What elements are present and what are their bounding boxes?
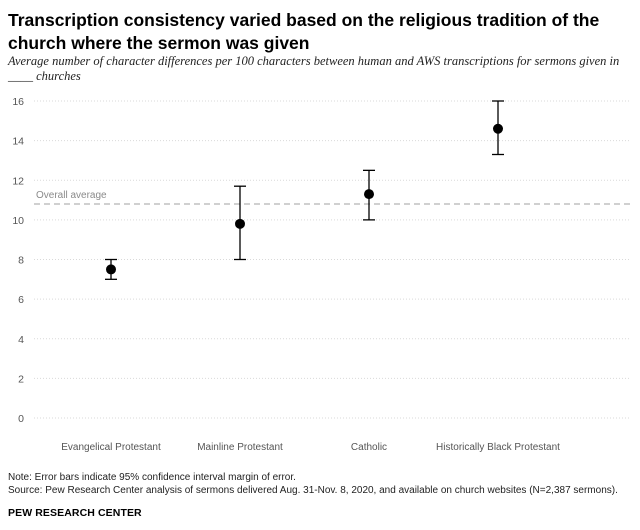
y-tick-label: 0 [18, 413, 24, 425]
y-tick-label: 12 [12, 175, 24, 187]
y-tick-label: 6 [18, 294, 24, 306]
y-tick-label: 16 [12, 96, 24, 108]
brand-label: PEW RESEARCH CENTER [8, 507, 142, 519]
x-category-label: Historically Black Protestant [436, 442, 560, 453]
y-tick-label: 14 [12, 136, 24, 148]
data-point [364, 189, 374, 200]
footnote: Note: Error bars indicate 95% confidence… [8, 472, 296, 483]
chart-title: Transcription consistency varied based o… [8, 10, 600, 53]
chart-area: 0 2 4 6 8 10 12 14 16 Overall average Evangelical … [12, 96, 630, 453]
y-tick-label: 8 [18, 255, 24, 267]
x-category-label: Evangelical Protestant [61, 442, 161, 453]
x-category-label: Catholic [351, 442, 387, 453]
reference-line-label: Overall average [36, 190, 107, 201]
data-point [493, 123, 503, 134]
chart-subtitle: Average number of character differences … [8, 54, 620, 83]
data-point [106, 264, 116, 275]
y-tick-label: 10 [12, 215, 24, 227]
data-point [235, 218, 245, 229]
y-tick-label: 4 [18, 334, 24, 346]
source-note: Source: Pew Research Center analysis of … [8, 485, 618, 496]
x-category-label: Mainline Protestant [197, 442, 283, 453]
y-tick-label: 2 [18, 373, 24, 385]
